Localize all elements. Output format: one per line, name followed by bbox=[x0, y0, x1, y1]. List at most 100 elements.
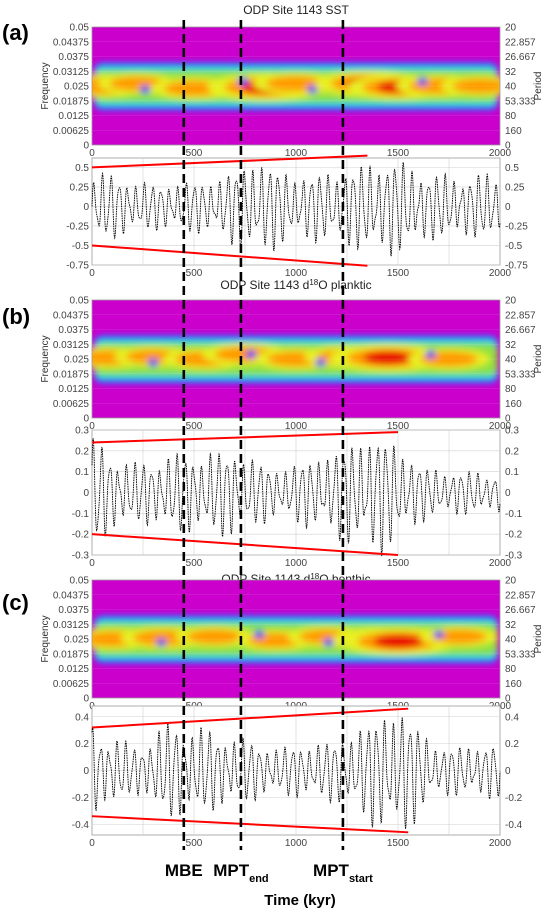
event-label-MPTend: MPTend bbox=[213, 861, 268, 885]
period-tick-label: 80 bbox=[505, 664, 517, 675]
frequency-tick-label: 0.00625 bbox=[53, 126, 90, 137]
period-tick-label: 22.857 bbox=[505, 37, 536, 48]
upper-envelope-line bbox=[91, 707, 409, 729]
filtered-signal-line bbox=[91, 438, 501, 557]
period-tick-label: 26.667 bbox=[505, 52, 536, 63]
period-tick-label: 160 bbox=[505, 399, 522, 410]
filtered-signal-line bbox=[91, 162, 501, 257]
panel-label: (a) bbox=[2, 20, 29, 45]
frequency-tick-label: 0.0125 bbox=[58, 384, 89, 395]
frequency-tick-label: 0.0375 bbox=[58, 52, 89, 63]
signal-tick-label-left: 0.25 bbox=[70, 182, 90, 193]
frequency-tick-label: 0.05 bbox=[70, 576, 90, 587]
signal-tick-label-right: -0.2 bbox=[505, 530, 523, 541]
spectrogram bbox=[92, 27, 500, 145]
signal-tick-label-right: 0.3 bbox=[505, 426, 519, 437]
signal-tick-label-left: 0.2 bbox=[75, 446, 89, 457]
event-label-MBE: MBE bbox=[165, 861, 203, 880]
frequency-tick-label: 0.05 bbox=[70, 296, 90, 307]
signal-tick-label-right: 0.2 bbox=[505, 739, 519, 750]
time-tick-label: 1500 bbox=[387, 558, 410, 569]
time-tick-label: 500 bbox=[186, 558, 203, 569]
lower-envelope-line bbox=[91, 815, 409, 834]
period-axis-label: Period bbox=[533, 72, 544, 101]
spectrogram-grid bbox=[92, 594, 500, 684]
frequency-tick-label: 0.04375 bbox=[53, 37, 90, 48]
period-tick-label: 40 bbox=[505, 82, 517, 93]
signal-tick-label-right: 0.25 bbox=[505, 182, 525, 193]
period-tick-label: 53.333 bbox=[505, 649, 536, 660]
period-axis-label: Period bbox=[533, 345, 544, 374]
period-tick-label: 22.857 bbox=[505, 590, 536, 601]
signal-tick-label-left: -0.2 bbox=[72, 530, 90, 541]
panel-title: ODP Site 1143 SST bbox=[243, 3, 349, 17]
signal-tick-label-right: 0 bbox=[505, 202, 511, 213]
signal-tick-label-left: -0.25 bbox=[66, 221, 89, 232]
time-tick-label: 2000 bbox=[489, 838, 512, 849]
lower-envelope-line bbox=[91, 244, 368, 267]
period-tick-label: 53.333 bbox=[505, 96, 536, 107]
upper-envelope-line bbox=[91, 154, 368, 169]
period-tick-label: 53.333 bbox=[505, 369, 536, 380]
frequency-tick-label: 0.00625 bbox=[53, 399, 90, 410]
period-tick-label: 160 bbox=[505, 126, 522, 137]
signal-tick-label-left: 0 bbox=[83, 488, 89, 499]
frequency-tick-label: 0.00625 bbox=[53, 679, 90, 690]
filtered-signal-line bbox=[91, 717, 501, 829]
time-tick-label: 1500 bbox=[387, 421, 410, 432]
time-tick-label: 1500 bbox=[387, 148, 410, 159]
time-tick-label: 500 bbox=[186, 421, 203, 432]
frequency-tick-label: 0.025 bbox=[64, 355, 89, 366]
upper-envelope-line bbox=[91, 431, 399, 444]
time-tick-label: 2000 bbox=[489, 268, 512, 279]
frequency-tick-label: 0.0375 bbox=[58, 605, 89, 616]
period-tick-label: 40 bbox=[505, 635, 517, 646]
time-tick-label: 2000 bbox=[489, 421, 512, 432]
signal-tick-label-right: -0.5 bbox=[505, 241, 523, 252]
frequency-axis-label: Frequency bbox=[40, 615, 51, 662]
signal-tick-label-left: 0.4 bbox=[75, 712, 89, 723]
period-tick-label: 20 bbox=[505, 23, 517, 34]
period-tick-label: 80 bbox=[505, 111, 517, 122]
frequency-tick-label: 0.04375 bbox=[53, 310, 90, 321]
period-axis-label: Period bbox=[533, 625, 544, 654]
time-tick-label: 0 bbox=[89, 268, 95, 279]
time-tick-label: 1000 bbox=[285, 268, 308, 279]
period-tick-label: 32 bbox=[505, 620, 517, 631]
signal-tick-label-left: 0 bbox=[83, 202, 89, 213]
panel-title: ODP Site 1143 d18O planktic bbox=[220, 278, 371, 293]
x-axis-label: Time (kyr) bbox=[264, 892, 335, 909]
frequency-tick-label: 0.0125 bbox=[58, 664, 89, 675]
panel-3: (c)ODP Site 1143 d18O benthic0.050.04375… bbox=[2, 572, 544, 850]
frequency-tick-label: 0.0125 bbox=[58, 111, 89, 122]
signal-tick-label-right: -0.25 bbox=[505, 221, 528, 232]
panel-2: (b) ODP Site 1143 d18O planktic 0.05 0.0437… bbox=[2, 278, 544, 570]
frequency-tick-label: 0.05 bbox=[70, 23, 90, 34]
signal-tick-label-right: 0 bbox=[505, 488, 511, 499]
spectrogram bbox=[92, 580, 500, 698]
period-tick-label: 0 bbox=[505, 414, 511, 425]
period-tick-label: 32 bbox=[505, 340, 517, 351]
time-tick-label: 0 bbox=[89, 421, 95, 432]
signal-tick-label-right: -0.1 bbox=[505, 509, 523, 520]
frequency-tick-label: 0.025 bbox=[64, 82, 89, 93]
signal-tick-label-right: -0.3 bbox=[505, 551, 523, 562]
frequency-tick-label: 0.03125 bbox=[53, 620, 90, 631]
frequency-tick-label: 0.01875 bbox=[53, 96, 90, 107]
spectrogram-grid bbox=[92, 41, 500, 131]
time-tick-label: 500 bbox=[186, 148, 203, 159]
signal-tick-label-right: -0.2 bbox=[505, 793, 523, 804]
signal-tick-label-left: -0.4 bbox=[72, 820, 90, 831]
time-tick-label: 2000 bbox=[489, 558, 512, 569]
time-tick-label: 500 bbox=[186, 838, 203, 849]
panel-label: (b) bbox=[2, 304, 30, 329]
frequency-tick-label: 0.01875 bbox=[53, 369, 90, 380]
signal-tick-label-left: -0.75 bbox=[66, 261, 89, 272]
time-tick-label: 2000 bbox=[489, 148, 512, 159]
signal-tick-label-right: -0.4 bbox=[505, 820, 523, 831]
period-tick-label: 40 bbox=[505, 355, 517, 366]
signal-tick-label-right: 0 bbox=[505, 766, 511, 777]
frequency-tick-label: 0.03125 bbox=[53, 67, 90, 78]
spectrogram-grid bbox=[92, 314, 500, 404]
lower-envelope-line bbox=[91, 533, 399, 556]
